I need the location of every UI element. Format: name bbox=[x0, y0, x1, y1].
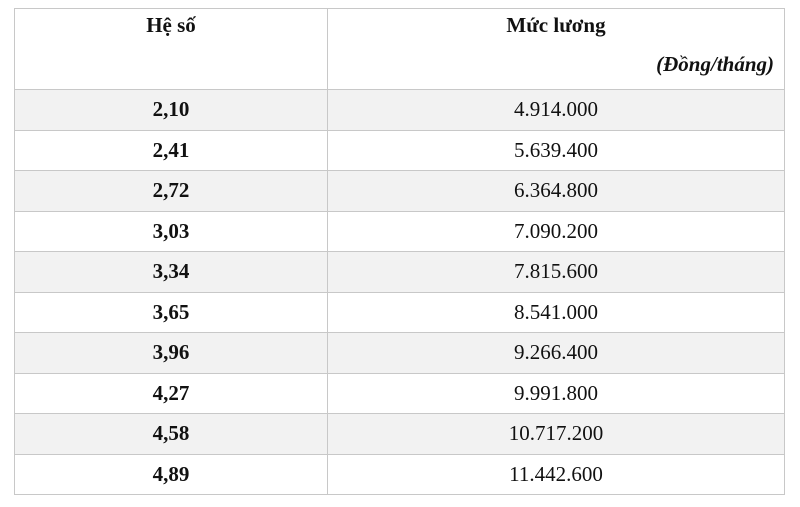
table-row: 2,41 5.639.400 bbox=[14, 129, 785, 171]
salary-table: Hệ số Mức lương (Đồng/tháng) 2,10 4.914.00… bbox=[14, 8, 785, 495]
header-text: Mức lương bbox=[506, 13, 606, 37]
header-cell: Hệ số bbox=[14, 8, 328, 90]
coefficient-cell: 3,03 bbox=[14, 210, 328, 252]
table-row: 4,27 9.991.800 bbox=[14, 372, 785, 414]
table-row: 4,89 11.442.600 bbox=[14, 453, 785, 495]
salary-cell: 6.364.800 bbox=[327, 170, 785, 212]
salary-cell: 8.541.000 bbox=[327, 291, 785, 333]
table-row: 2,72 6.364.800 bbox=[14, 170, 785, 212]
salary-cell: 9.991.800 bbox=[327, 372, 785, 414]
salary-cell: 10.717.200 bbox=[327, 413, 785, 455]
salary-cell: 9.266.400 bbox=[327, 332, 785, 374]
table-row: 3,34 7.815.600 bbox=[14, 251, 785, 293]
coefficient-cell: 4,89 bbox=[14, 453, 328, 495]
salary-cell: 11.442.600 bbox=[327, 453, 785, 495]
table-row: 4,58 10.717.200 bbox=[14, 413, 785, 455]
coefficient-cell: 3,65 bbox=[14, 291, 328, 333]
table-row: 3,03 7.090.200 bbox=[14, 210, 785, 252]
coefficient-cell: 2,41 bbox=[14, 129, 328, 171]
table-body: Hệ số Mức lương (Đồng/tháng) 2,10 4.914.00… bbox=[14, 8, 785, 495]
salary-cell: 5.639.400 bbox=[327, 129, 785, 171]
header-cell: Mức lương (Đồng/tháng) bbox=[327, 8, 785, 90]
salary-cell: 4.914.000 bbox=[327, 89, 785, 131]
header-row: Hệ số Mức lương (Đồng/tháng) bbox=[14, 8, 785, 90]
coefficient-cell: 4,27 bbox=[14, 372, 328, 414]
coefficient-cell: 2,72 bbox=[14, 170, 328, 212]
unit-text: (Đồng/tháng) bbox=[656, 52, 774, 76]
coefficient-cell: 4,58 bbox=[14, 413, 328, 455]
table-row: 3,65 8.541.000 bbox=[14, 291, 785, 333]
salary-cell: 7.815.600 bbox=[327, 251, 785, 293]
table-row: 3,96 9.266.400 bbox=[14, 332, 785, 374]
coefficient-cell: 3,96 bbox=[14, 332, 328, 374]
coefficient-cell: 3,34 bbox=[14, 251, 328, 293]
table-row: 2,10 4.914.000 bbox=[14, 89, 785, 131]
header-text: Hệ số bbox=[146, 13, 196, 37]
salary-cell: 7.090.200 bbox=[327, 210, 785, 252]
coefficient-cell: 2,10 bbox=[14, 89, 328, 131]
